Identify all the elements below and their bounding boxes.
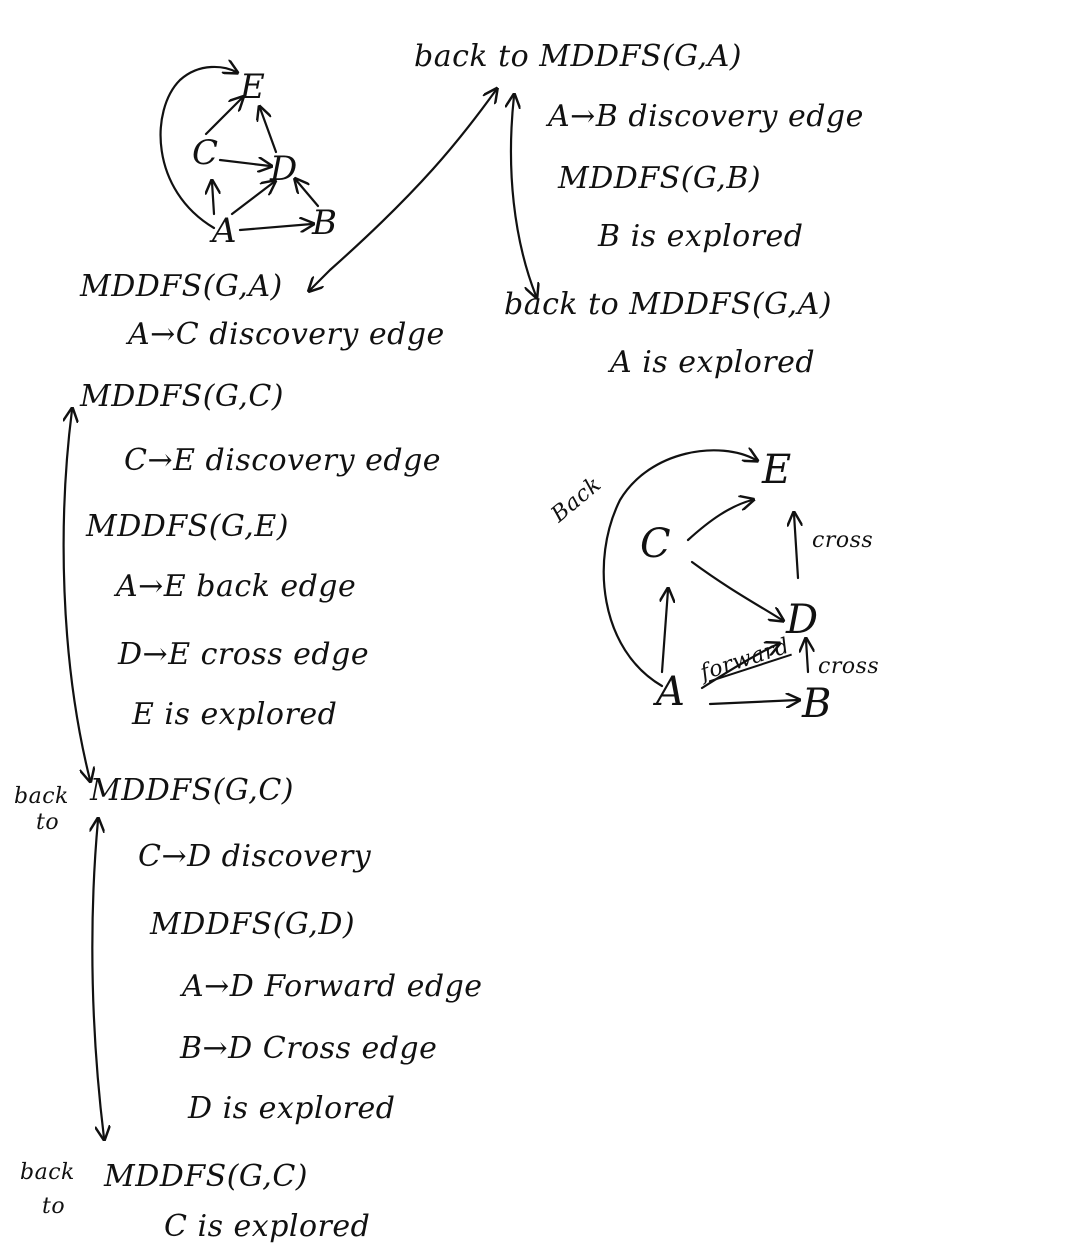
trace-right-a-explored: A is explored [610, 345, 816, 380]
trace-left-a-c-discovery: A→C discovery edge [128, 317, 445, 352]
arrow-left-column-2 [92, 820, 104, 1138]
large-edge-a-c [662, 590, 668, 674]
trace-left-d-explored: D is explored [188, 1091, 396, 1126]
trace-left-to-label-2: to [42, 1194, 66, 1219]
large-edge-c-d [690, 560, 782, 620]
large-edge-c-e [686, 500, 752, 542]
trace-right-a-b-discovery: A→B discovery edge [548, 99, 864, 134]
large-edge-a-e-back [602, 450, 756, 688]
small-graph-node-a: A [212, 211, 237, 251]
large-graph-node-a: A [656, 669, 685, 715]
trace-left-back-label-1: back [14, 784, 69, 809]
small-edge-a-d [230, 182, 274, 216]
trace-left-to-label-1: to [36, 810, 60, 835]
trace-left-b-d-cross: B→D Cross edge [180, 1031, 438, 1066]
trace-left-back-label-2: back [20, 1160, 75, 1185]
trace-left-c-e-discovery: C→E discovery edge [124, 443, 442, 478]
large-graph-node-e: E [762, 447, 792, 493]
trace-left-c-d-discovery: C→D discovery [138, 839, 372, 874]
trace-left-mddfs-g-d: MDDFS(G,D) [150, 907, 356, 942]
trace-left-mddfs-g-e: MDDFS(G,E) [86, 509, 289, 544]
small-edge-a-e-back [159, 67, 236, 230]
small-edge-a-b [238, 224, 312, 230]
small-edge-c-e [204, 98, 242, 136]
trace-left-c-explored: C is explored [164, 1209, 371, 1244]
trace-right-back-to-a-2: back to MDDFS(G,A) [504, 287, 832, 322]
large-graph-label-cross-e: cross [812, 528, 874, 553]
trace-left-back-to-c-2: MDDFS(G,C) [104, 1159, 308, 1194]
trace-left-d-e-cross: D→E cross edge [118, 637, 370, 672]
small-edge-a-c [212, 182, 214, 216]
trace-left-e-explored: E is explored [132, 697, 338, 732]
large-edge-a-b [708, 700, 798, 704]
trace-left-a-e-back: A→E back edge [116, 569, 357, 604]
arrow-right-column [511, 96, 536, 296]
small-graph-node-c: C [192, 133, 219, 173]
trace-left-a-d-forward: A→D Forward edge [182, 969, 483, 1004]
small-edge-d-e [260, 108, 278, 154]
trace-left-back-to-c: MDDFS(G,C) [90, 773, 294, 808]
large-graph-label-cross-d: cross [818, 654, 880, 679]
small-edge-b-d [296, 180, 320, 208]
trace-right-back-to-a: back to MDDFS(G,A) [414, 39, 742, 74]
arrow-back-to-a [310, 90, 496, 290]
large-edge-b-d-cross [806, 640, 808, 674]
trace-left-mddfs-g-a: MDDFS(G,A) [80, 269, 283, 304]
large-graph-node-b: B [802, 681, 832, 727]
large-edge-d-e-cross [794, 514, 798, 580]
trace-left-mddfs-g-c: MDDFS(G,C) [80, 379, 284, 414]
trace-right-b-explored: B is explored [598, 219, 804, 254]
arrow-left-column-1 [62, 410, 90, 780]
large-edge-a-d [700, 644, 778, 690]
large-graph-node-c: C [640, 521, 671, 567]
large-graph-node-d: D [786, 597, 819, 643]
small-edge-c-d [218, 160, 270, 166]
trace-right-mddfs-g-b: MDDFS(G,B) [558, 161, 762, 196]
